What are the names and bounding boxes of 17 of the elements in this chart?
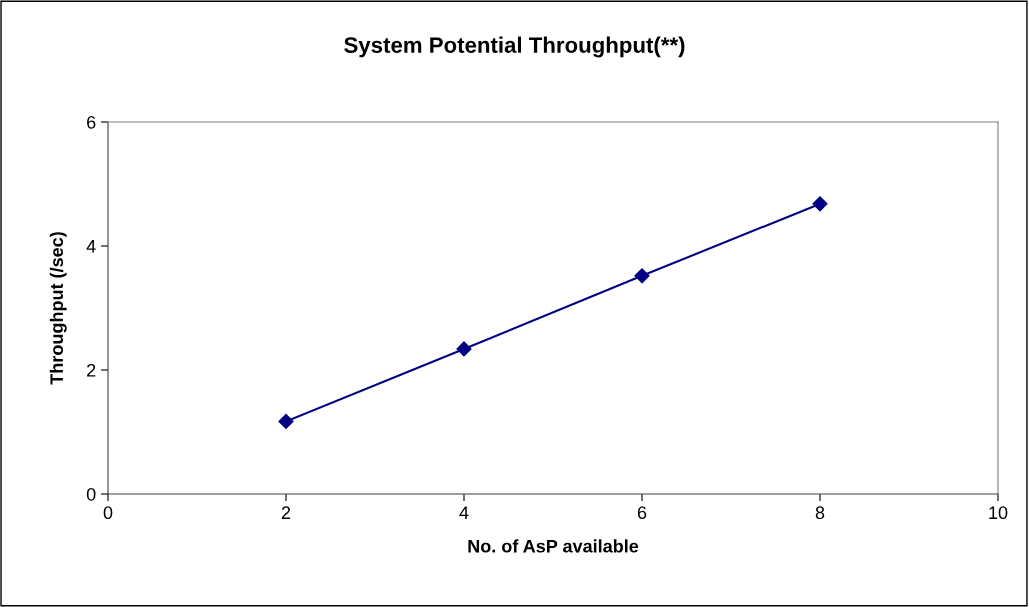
x-tick-label: 4 [459,506,469,519]
point [278,413,294,430]
y-tick-label: 4 [86,240,96,253]
x-tick-label: 10 [989,506,1008,520]
chart-title: System Potential Throughput(**) [344,36,685,58]
y-tick-label: 6 [87,115,96,129]
x-tick-label: 8 [815,506,825,520]
x-tick-label: 0 [103,506,113,520]
y-tick-label: 2 [87,363,96,377]
point [634,268,650,284]
point [456,341,472,357]
y-tick-label: 0 [86,487,96,501]
y-axis-title: Throughput (/sec) [49,232,67,385]
x-axis-title: No. of AsP available [468,539,639,553]
x-tick-label: 6 [637,506,647,520]
point [812,196,828,212]
x-tick-label: 2 [281,506,291,519]
